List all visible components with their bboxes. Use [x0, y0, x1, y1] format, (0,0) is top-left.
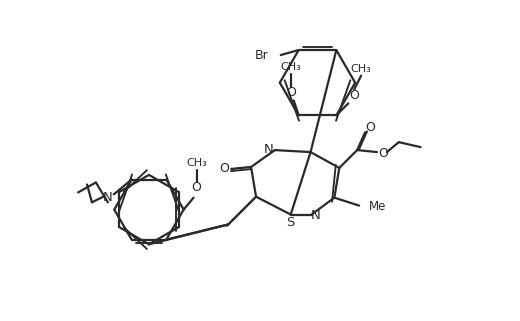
- Text: Me: Me: [369, 200, 386, 213]
- Text: N: N: [264, 143, 274, 156]
- Text: O: O: [219, 162, 229, 175]
- Text: O: O: [286, 86, 296, 99]
- Text: O: O: [365, 121, 375, 134]
- Text: N: N: [103, 191, 113, 204]
- Text: N: N: [310, 209, 320, 222]
- Text: CH₃: CH₃: [280, 62, 301, 72]
- Text: S: S: [287, 216, 295, 229]
- Text: CH₃: CH₃: [351, 64, 371, 74]
- Text: O: O: [191, 181, 201, 194]
- Text: CH₃: CH₃: [186, 158, 207, 168]
- Text: O: O: [349, 89, 359, 102]
- Text: O: O: [378, 147, 388, 160]
- Text: Br: Br: [255, 48, 269, 62]
